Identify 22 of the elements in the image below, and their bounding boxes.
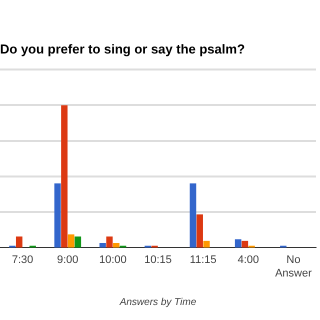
bar xyxy=(203,240,210,248)
bar xyxy=(61,105,68,248)
x-tick-label: 7:30 xyxy=(12,254,34,266)
bar xyxy=(190,183,196,248)
bar xyxy=(99,243,106,248)
x-tick-label: 4:00 xyxy=(238,254,259,266)
bar xyxy=(74,236,82,248)
bar xyxy=(16,236,22,248)
bar xyxy=(196,214,203,248)
x-tick-label: No Answer xyxy=(275,254,312,280)
bar xyxy=(234,239,242,248)
bar xyxy=(242,240,248,248)
x-tick-label: 11:15 xyxy=(190,254,216,266)
bar xyxy=(113,243,120,248)
bar xyxy=(54,183,61,248)
bar xyxy=(68,234,74,248)
x-tick-label: 10:00 xyxy=(99,254,127,266)
x-tick-label: 10:15 xyxy=(144,254,172,266)
bar xyxy=(106,236,113,248)
chart-title: Do you prefer to sing or say the psalm? xyxy=(0,41,245,56)
x-tick-label: 9:00 xyxy=(57,254,78,266)
x-axis-title: Answers by Time xyxy=(118,296,197,308)
